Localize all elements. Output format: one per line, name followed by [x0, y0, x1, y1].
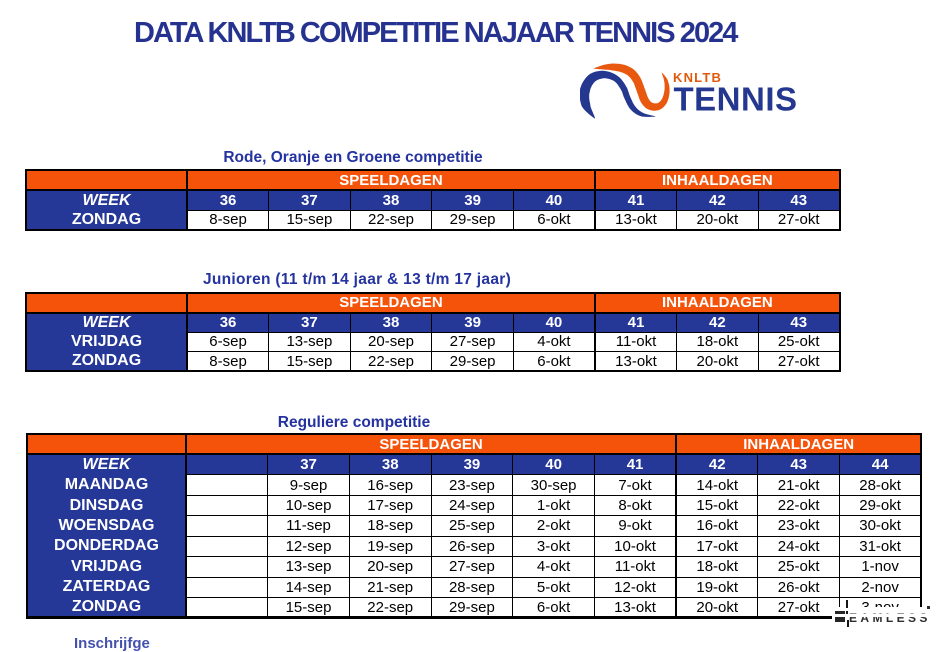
svg-text:TENNIS: TENNIS — [674, 81, 798, 118]
svg-text:KNLTB: KNLTB — [673, 70, 722, 85]
